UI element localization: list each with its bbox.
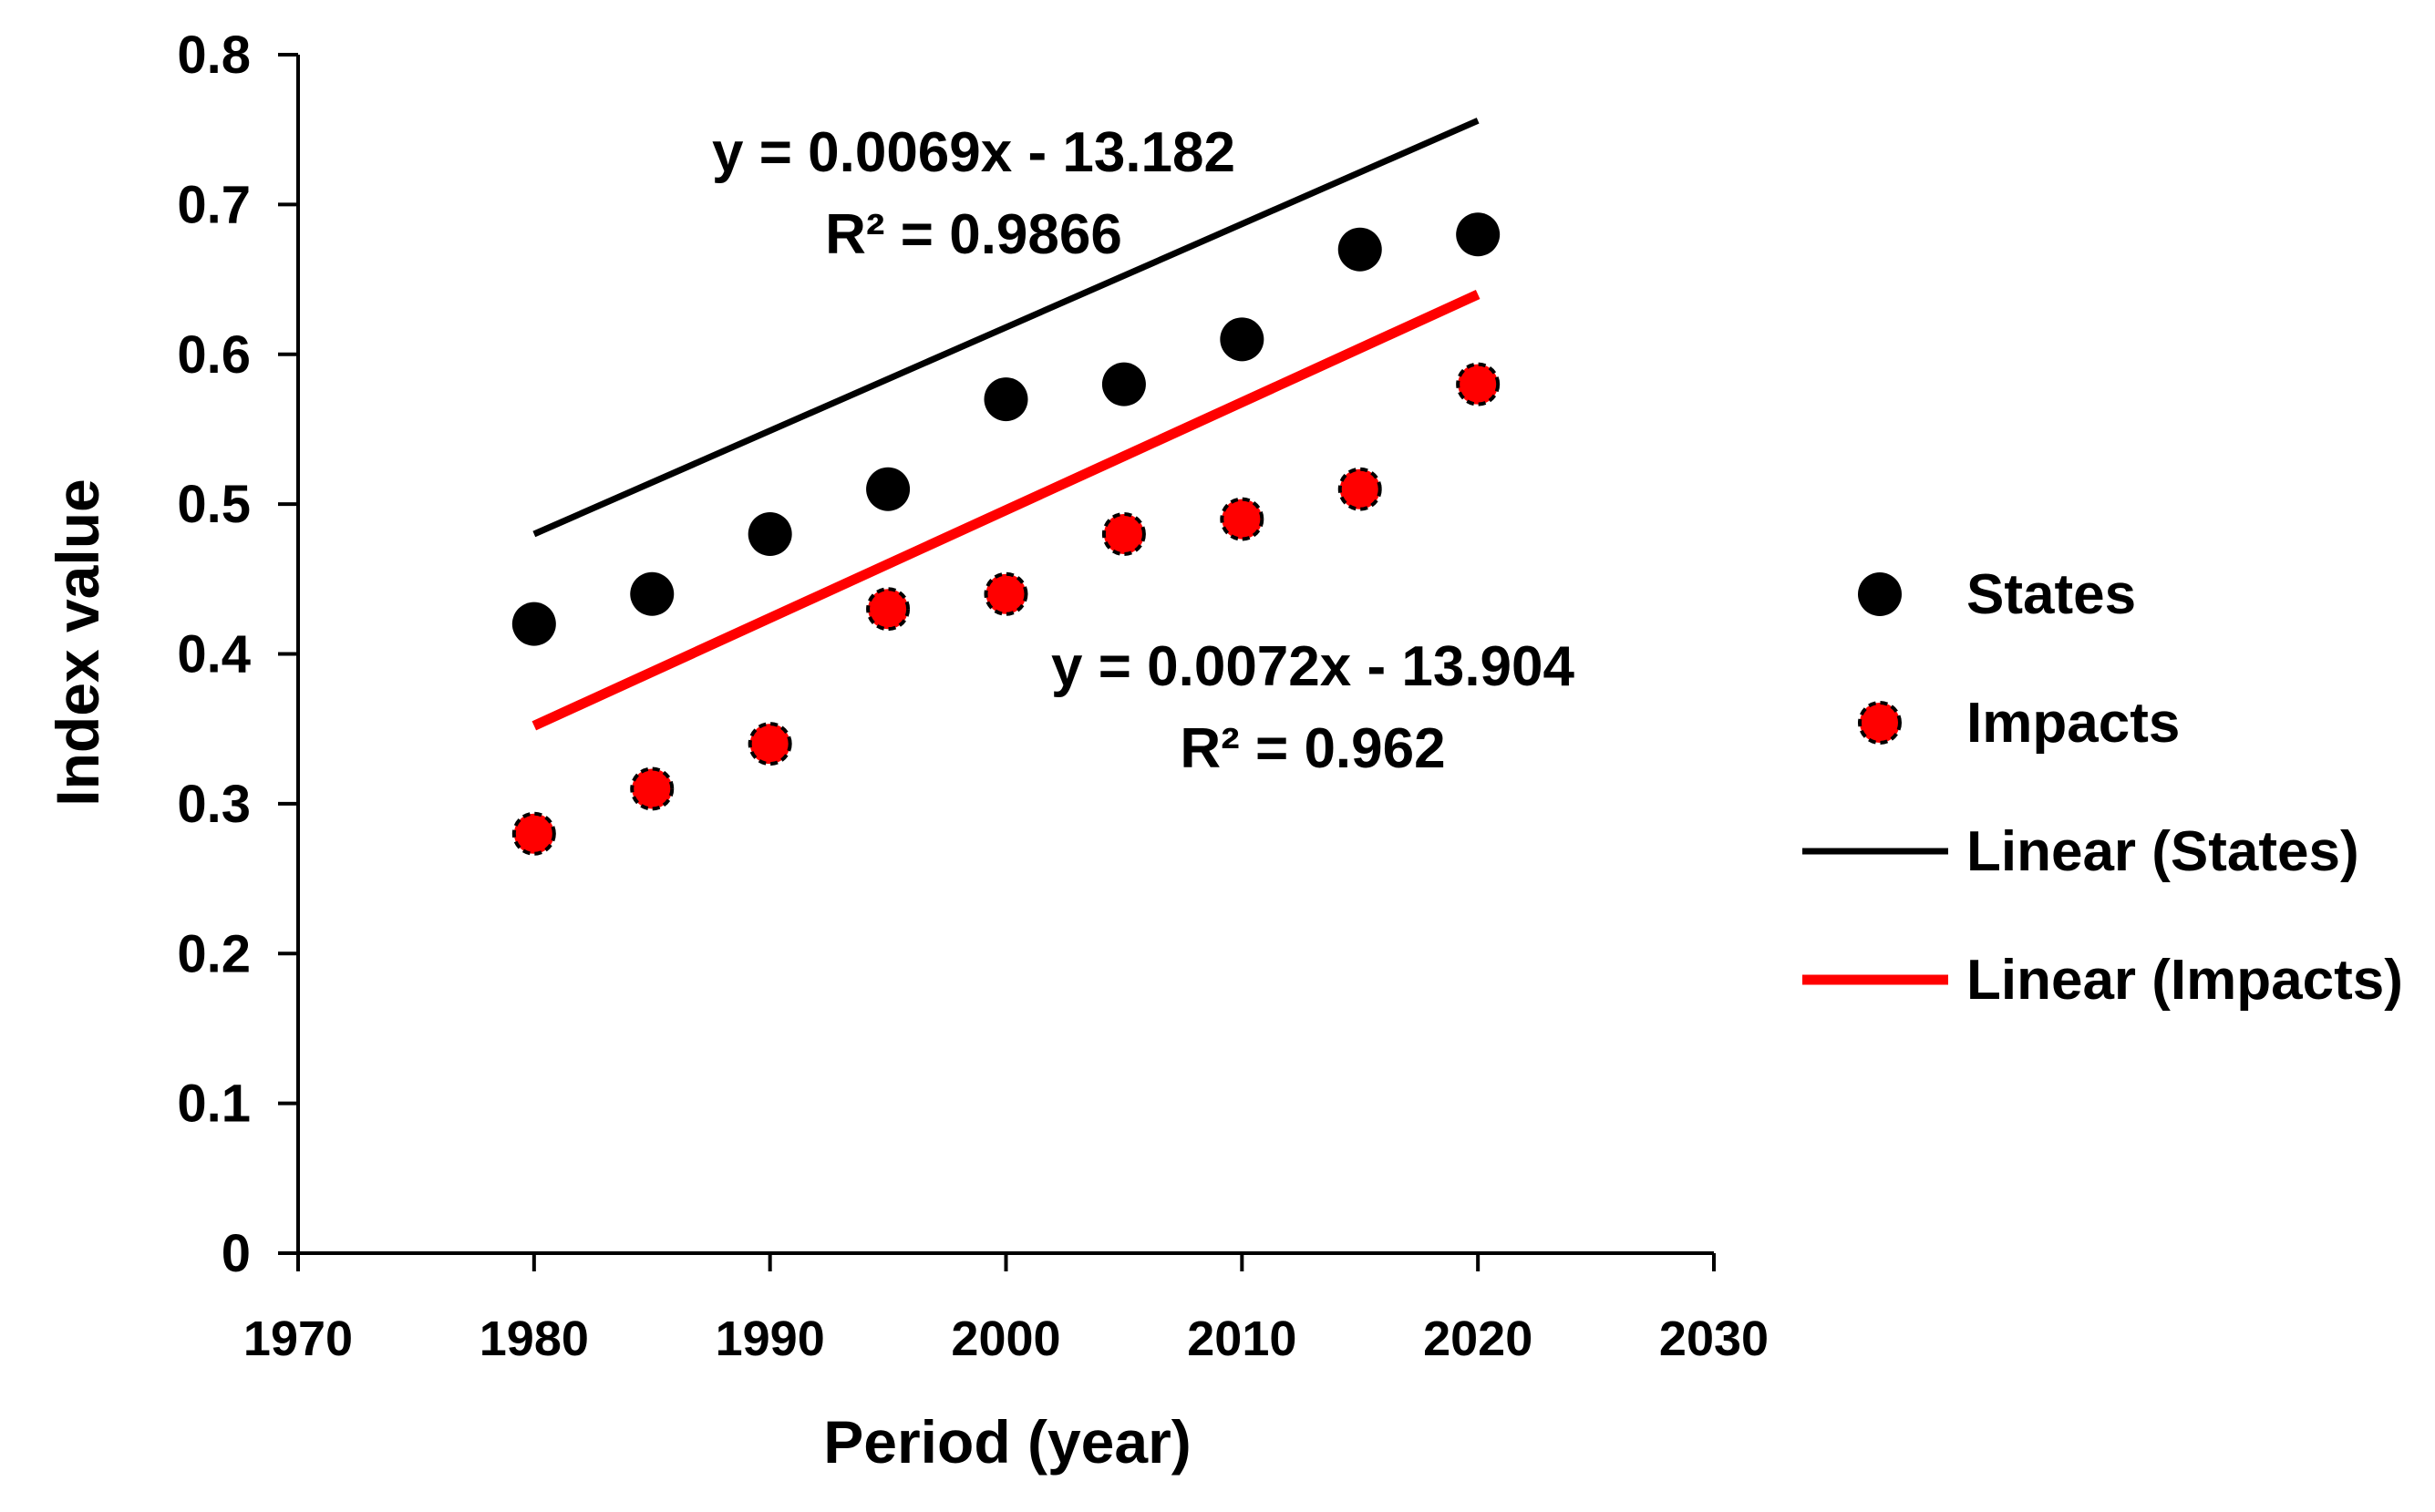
x-tick-label: 1980: [480, 1311, 589, 1366]
impacts-equation: y = 0.0072x - 13.904: [1051, 635, 1575, 698]
trendlines: [531, 118, 1481, 731]
legend-item-impacts: Impacts: [1858, 692, 2180, 755]
impacts-r2: R² = 0.962: [1180, 717, 1445, 780]
impacts-point: [748, 722, 792, 766]
legend-item-linear-states: Linear (States): [1802, 820, 2359, 883]
states-point: [1337, 227, 1382, 272]
states-point: [1220, 317, 1264, 362]
y-tick-label: 0.5: [177, 475, 251, 534]
impacts-point: [630, 766, 675, 811]
states-equation: y = 0.0069x - 13.182: [712, 121, 1235, 184]
x-tick-label: 1970: [243, 1311, 353, 1366]
legend-impacts-label: Impacts: [1966, 692, 2180, 755]
legend: States Impacts Linear (States) Linear (I…: [1802, 563, 2403, 1012]
y-tick-label: 0.3: [177, 775, 251, 834]
states-point: [984, 377, 1028, 422]
x-tick-label: 2000: [951, 1311, 1060, 1366]
states-point: [748, 512, 792, 556]
impacts-point: [984, 571, 1028, 616]
y-axis-title: Index value: [44, 478, 111, 807]
x-tick-label: 2020: [1423, 1311, 1532, 1366]
legend-impacts-marker: [1858, 701, 1902, 745]
states-r2: R² = 0.9866: [825, 203, 1122, 266]
data-points: [511, 212, 1501, 856]
impacts-point: [1101, 512, 1146, 556]
x-tick-label: 2030: [1659, 1311, 1769, 1366]
axes: 0 0.1 0.2 0.3 0.4 0.5 0.6 0.7 0.8 1970 1980 1990 200…: [177, 26, 1769, 1366]
trendline-states: [532, 118, 1480, 538]
impacts-point: [866, 587, 911, 632]
y-tick-label: 0.2: [177, 924, 251, 983]
legend-states-label: States: [1966, 563, 2136, 626]
impacts-point: [1220, 497, 1264, 541]
legend-states-marker: [1858, 572, 1902, 616]
states-point: [1456, 212, 1501, 257]
states-point: [630, 571, 675, 616]
states-point: [1101, 362, 1146, 406]
y-tick-label: 0: [222, 1224, 251, 1283]
states-point: [866, 467, 911, 511]
legend-item-linear-impacts: Linear (Impacts): [1802, 949, 2403, 1012]
y-tick-label: 0.7: [177, 175, 251, 234]
y-tick-label: 0.4: [177, 625, 251, 684]
impacts-point: [511, 811, 556, 856]
states-point: [511, 602, 556, 646]
impacts-point: [1337, 467, 1382, 511]
x-tick-label: 2010: [1187, 1311, 1296, 1366]
legend-linear-states-label: Linear (States): [1966, 820, 2359, 883]
x-axis-title: Period (year): [823, 1408, 1191, 1476]
y-tick-label: 0.6: [177, 325, 251, 385]
legend-item-states: States: [1858, 563, 2136, 626]
x-tick-label: 1990: [716, 1311, 825, 1366]
impacts-point: [1456, 362, 1501, 406]
y-tick-label: 0.1: [177, 1075, 251, 1134]
trendline-impacts: [531, 289, 1481, 731]
legend-linear-impacts-label: Linear (Impacts): [1966, 949, 2403, 1012]
y-tick-label: 0.8: [177, 26, 251, 85]
